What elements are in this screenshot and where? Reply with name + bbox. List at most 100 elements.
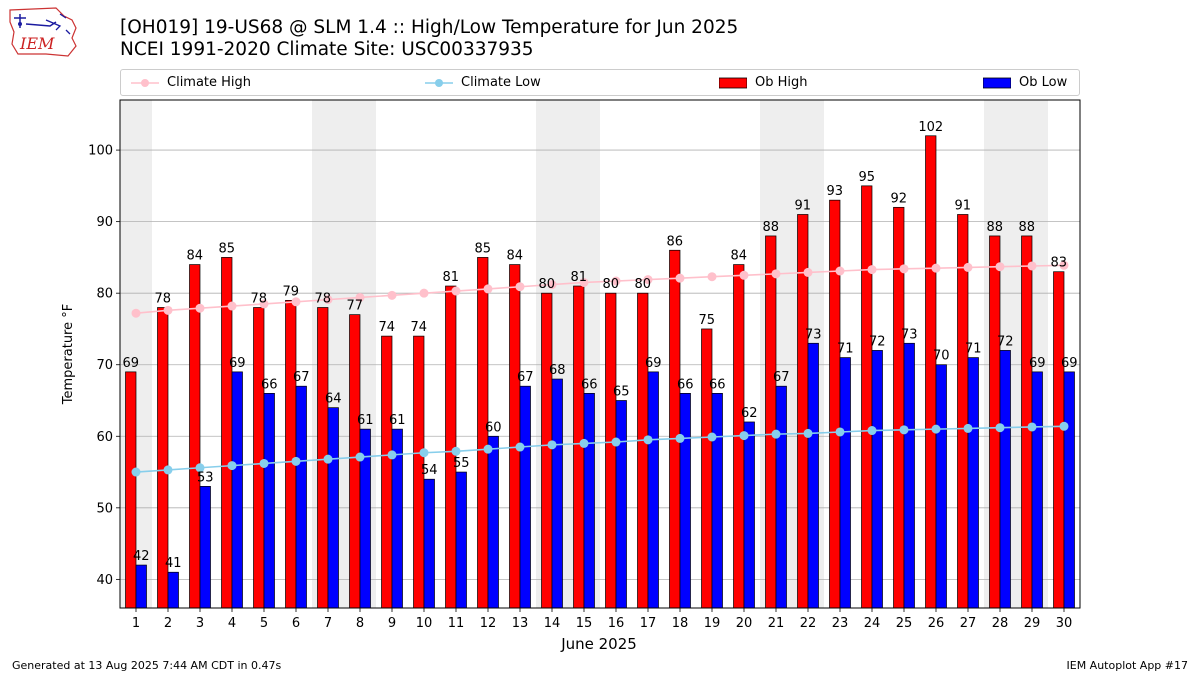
climate-low-point — [835, 427, 845, 437]
ob-low-bar — [935, 364, 947, 609]
footer-generated: Generated at 13 Aug 2025 7:44 AM CDT in … — [12, 659, 282, 672]
climate-low-point — [707, 432, 717, 442]
climate-high-point — [739, 270, 749, 280]
ob-low-bar — [1063, 371, 1075, 609]
ob-low-bar — [903, 342, 915, 609]
footer-app: IEM Autoplot App #17 — [1066, 659, 1189, 672]
climate-high-point — [771, 269, 781, 279]
ob-high-bar — [125, 371, 137, 609]
x-tick-label: 23 — [832, 616, 849, 631]
climate-high-point — [387, 290, 397, 300]
ob-high-label: 80 — [634, 277, 651, 292]
legend-label: Ob High — [755, 75, 808, 90]
ob-low-bar — [839, 357, 851, 609]
ob-high-label: 79 — [282, 284, 299, 299]
ob-high-label: 74 — [410, 320, 427, 335]
y-tick-label: 40 — [96, 573, 113, 588]
climate-high-point — [291, 297, 301, 307]
ob-low-label: 61 — [357, 413, 374, 428]
ob-high-label: 84 — [186, 249, 203, 264]
climate-low-point — [739, 431, 749, 441]
x-tick-label: 20 — [736, 616, 753, 631]
climate-high-point — [995, 262, 1005, 272]
ob-high-label: 77 — [346, 299, 363, 314]
ob-low-label: 72 — [997, 334, 1014, 349]
ob-low-bar — [327, 407, 339, 609]
ob-low-bar — [551, 378, 563, 609]
climate-high-point — [547, 280, 557, 290]
legend-item-climate-high: Climate High — [131, 70, 251, 95]
x-tick-label: 1 — [132, 616, 140, 631]
climate-low-point — [227, 461, 237, 471]
ob-low-bar — [1031, 371, 1043, 609]
climate-low-point — [195, 463, 205, 473]
ob-low-label: 72 — [869, 334, 886, 349]
ob-high-label: 80 — [602, 277, 619, 292]
x-tick-label: 27 — [960, 616, 977, 631]
ob-high-label: 93 — [826, 184, 843, 199]
climate-low-point — [291, 456, 301, 466]
ob-low-label: 66 — [581, 377, 598, 392]
climate-low-point — [419, 448, 429, 458]
climate-low-point — [355, 452, 365, 462]
ob-low-label: 42 — [133, 549, 150, 564]
x-tick-label: 8 — [356, 616, 364, 631]
climate-high-point — [131, 308, 141, 318]
x-tick-label: 17 — [640, 616, 657, 631]
ob-high-bar — [925, 135, 937, 609]
ob-high-label: 85 — [218, 241, 235, 256]
x-tick-label: 14 — [544, 616, 561, 631]
ob-low-label: 67 — [773, 370, 790, 385]
climate-high-point — [419, 288, 429, 298]
ob-low-label: 61 — [389, 413, 406, 428]
climate-low-point — [547, 440, 557, 450]
ob-high-label: 91 — [794, 198, 811, 213]
y-tick-label: 60 — [96, 430, 113, 445]
climate-high-point — [195, 303, 205, 313]
ob-high-label: 75 — [698, 313, 715, 328]
ob-low-label: 70 — [933, 349, 950, 364]
x-tick-label: 25 — [896, 616, 913, 631]
ob-low-bar — [231, 371, 243, 609]
x-tick-label: 7 — [324, 616, 332, 631]
y-axis-label: Temperature °F — [61, 304, 76, 405]
climate-high-point — [803, 267, 813, 277]
y-tick-label: 50 — [96, 501, 113, 516]
ob-high-label: 80 — [538, 277, 555, 292]
climate-low-point — [515, 442, 525, 452]
ob-high-bar — [701, 328, 713, 609]
climate-high-point — [963, 262, 973, 272]
ob-high-bar — [1053, 271, 1065, 609]
climate-low-point — [675, 433, 685, 443]
ob-low-bar — [871, 350, 883, 609]
climate-high-point — [835, 266, 845, 276]
plot-frame — [119, 99, 1081, 609]
climate-low-point — [899, 425, 909, 435]
ob-low-label: 69 — [229, 356, 246, 371]
ob-high-bar — [381, 335, 393, 609]
x-tick-label: 16 — [608, 616, 625, 631]
x-tick-label: 22 — [800, 616, 817, 631]
x-tick-label: 30 — [1056, 616, 1073, 631]
x-tick-label: 4 — [228, 616, 236, 631]
climate-high-point — [355, 292, 365, 302]
ob-low-label: 66 — [261, 377, 278, 392]
ob-low-label: 68 — [549, 363, 566, 378]
x-tick-label: 11 — [448, 616, 465, 631]
ob-high-bar — [669, 249, 681, 609]
legend-item-ob-low: Ob Low — [983, 70, 1067, 95]
climate-high-point — [867, 265, 877, 275]
climate-low-point — [643, 435, 653, 445]
ob-high-label: 86 — [666, 234, 683, 249]
climate-low-point — [867, 426, 877, 436]
climate-high-point — [931, 263, 941, 273]
legend-item-ob-high: Ob High — [719, 70, 808, 95]
ob-low-bar — [743, 421, 755, 609]
ob-high-bar — [541, 292, 553, 609]
ob-low-label: 41 — [165, 556, 182, 571]
climate-low-point — [995, 423, 1005, 433]
ob-low-bar — [711, 393, 723, 609]
y-tick-label: 100 — [88, 144, 113, 159]
climate-high-point — [707, 272, 717, 282]
ob-high-label: 88 — [762, 220, 779, 235]
